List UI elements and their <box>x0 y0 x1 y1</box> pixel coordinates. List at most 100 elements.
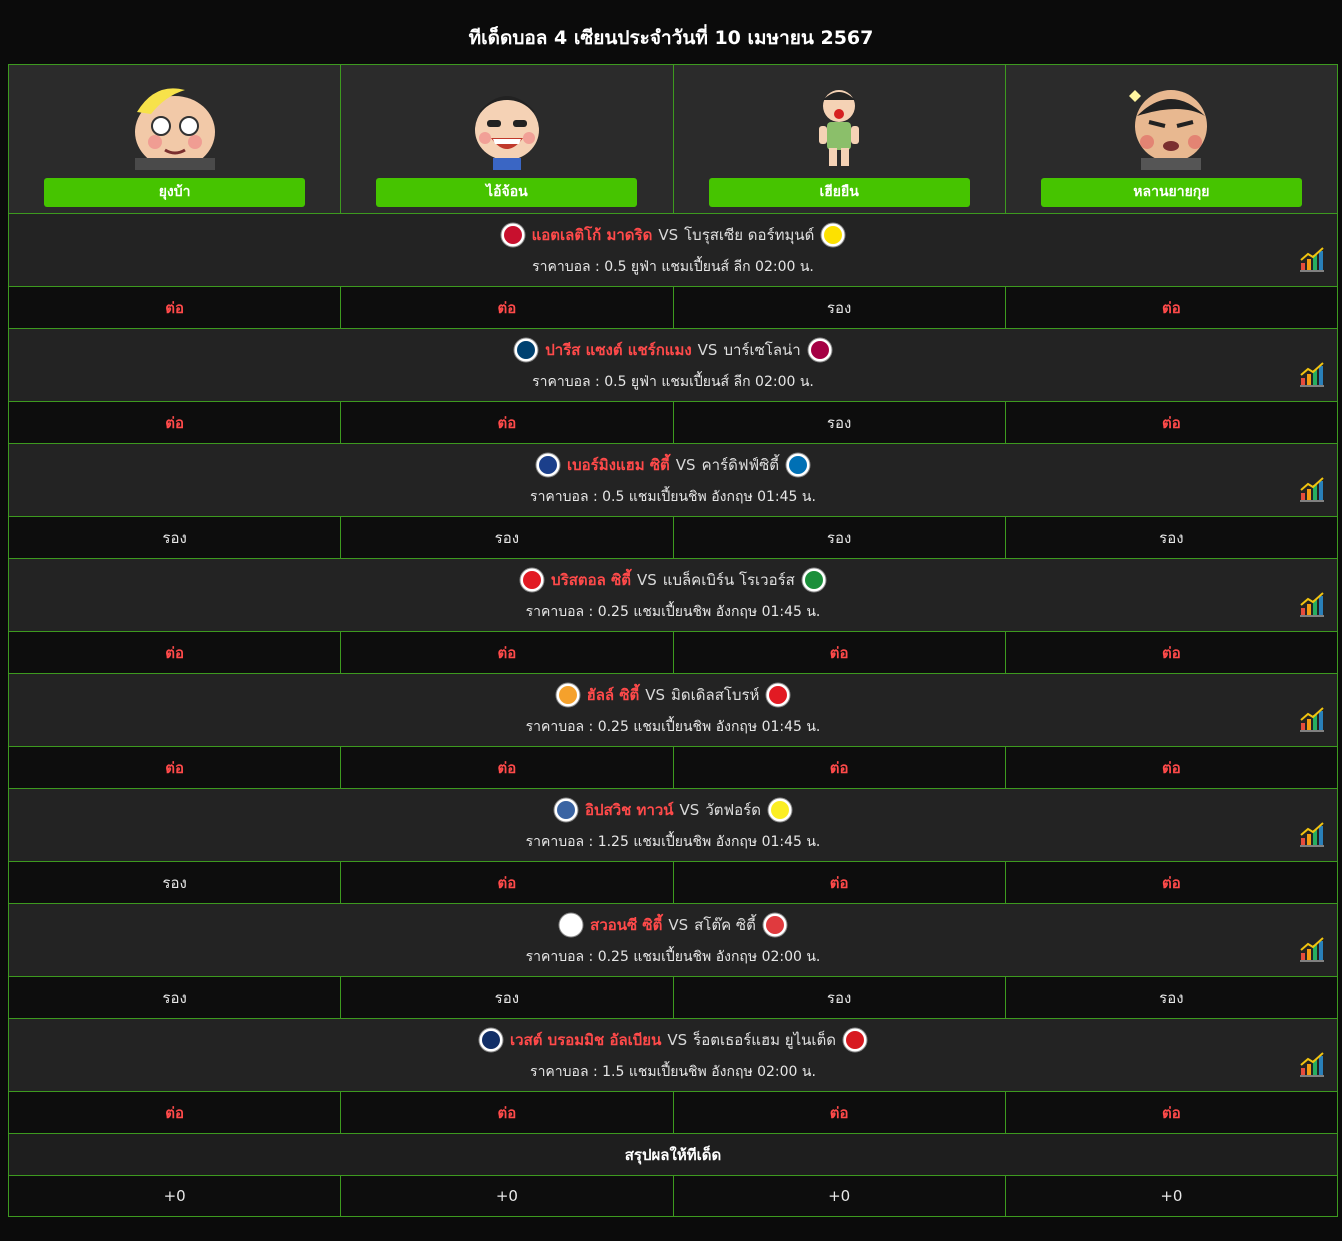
vs-label: VS <box>667 1031 688 1049</box>
pick-cell: รอง <box>672 286 1006 329</box>
stats-chart-icon[interactable] <box>1299 936 1325 962</box>
match-line: บริสตอล ซิตี้ VS แบล็คเบิร์น โรเวอร์ส <box>9 567 1337 593</box>
stats-chart-icon[interactable] <box>1299 591 1325 617</box>
pick-cell: ต่อ <box>340 861 674 904</box>
vs-label: VS <box>697 341 718 359</box>
summary-label: สรุปผลให้ทีเด็ด <box>8 1133 1338 1176</box>
stats-chart-icon[interactable] <box>1299 361 1325 387</box>
vs-label: VS <box>658 226 679 244</box>
away-team[interactable]: วัตฟอร์ด <box>705 801 761 819</box>
match-row: อิปสวิช ทาวน์ VS วัตฟอร์ด ราคาบอล : 1.25 แช… <box>8 788 1338 862</box>
picks-row: ต่อ ต่อ ต่อ ต่อ <box>7 1091 1339 1134</box>
pick-cell: ต่อ <box>340 631 674 674</box>
cartoon-face-4-icon <box>1129 89 1208 170</box>
stats-chart-icon[interactable] <box>1299 706 1325 732</box>
away-team-crest-icon <box>801 567 827 593</box>
vs-label: VS <box>668 916 689 934</box>
home-team[interactable]: เวสต์ บรอมมิช อัลเบียน <box>510 1031 662 1049</box>
stats-chart-icon[interactable] <box>1299 246 1325 272</box>
pick-cell: ต่อ <box>340 286 674 329</box>
match-line: อิปสวิช ทาวน์ VS วัตฟอร์ด <box>9 797 1337 823</box>
home-team-crest-icon <box>513 337 539 363</box>
pick-cell: รอง <box>672 401 1006 444</box>
away-team[interactable]: คาร์ดิฟฟ์ซิตี้ <box>701 456 779 474</box>
pick-cell: รอง <box>340 516 674 559</box>
pick-cell: ต่อ <box>340 401 674 444</box>
pick-cell: ต่อ <box>1004 1091 1339 1134</box>
score-cell: +0 <box>7 1175 342 1217</box>
pick-cell: รอง <box>7 516 342 559</box>
home-team[interactable]: แอตเลติโก้ มาดริด <box>531 226 653 244</box>
vs-label: VS <box>675 456 696 474</box>
away-team[interactable]: โบรุสเซีย ดอร์ทมุนด์ <box>684 226 815 244</box>
pick-cell: ต่อ <box>7 401 342 444</box>
pick-cell: ต่อ <box>1004 401 1339 444</box>
match-cell: บริสตอล ซิตี้ VS แบล็คเบิร์น โรเวอร์ส ราคาบ… <box>8 558 1338 632</box>
away-team[interactable]: มิดเดิลสโบรห์ <box>671 686 760 704</box>
tipster-cell: ยุงบ้า <box>7 64 342 214</box>
score-cell: +0 <box>340 1175 674 1217</box>
pick-cell: ต่อ <box>672 861 1006 904</box>
match-row: แอตเลติโก้ มาดริด VS โบรุสเซีย ดอร์ทมุนด์ร… <box>8 213 1338 287</box>
tipster-cell: ไอ้จ้อน <box>340 64 674 214</box>
odds-line: ราคาบอล : 0.5 ยูฟ่า แชมเปี้ยนส์ ลีก 02:0… <box>532 259 814 275</box>
home-team[interactable]: ปารีส แซงต์ แชร์กแมง <box>545 341 692 359</box>
vs-label: VS <box>679 801 700 819</box>
home-team-crest-icon <box>558 912 584 938</box>
pick-cell: ต่อ <box>1004 861 1339 904</box>
tipster-cell: เฮียยืน <box>672 64 1006 214</box>
home-team[interactable]: อิปสวิช ทาวน์ <box>585 801 674 819</box>
match-cell: แอตเลติโก้ มาดริด VS โบรุสเซีย ดอร์ทมุนด์ร… <box>8 213 1338 287</box>
picks-row: รอง ต่อ ต่อ ต่อ <box>7 861 1339 904</box>
pick-cell: รอง <box>1004 516 1339 559</box>
odds-line: ราคาบอล : 0.25 แชมเปี้ยนชิพ อังกฤษ 01:45… <box>525 719 821 735</box>
match-row: บริสตอล ซิตี้ VS แบล็คเบิร์น โรเวอร์ส ราคาบ… <box>8 558 1338 632</box>
stats-chart-icon[interactable] <box>1299 1051 1325 1077</box>
tipster-name-button[interactable]: ยุงบ้า <box>44 177 306 207</box>
home-team[interactable]: ฮัลล์ ซิตี้ <box>586 686 640 704</box>
away-team-crest-icon <box>767 797 793 823</box>
pick-cell: ต่อ <box>7 746 342 789</box>
stats-chart-icon[interactable] <box>1299 821 1325 847</box>
page-title: ทีเด็ดบอล 4 เซียนประจำวันที่ 10 เมษายน 2… <box>468 27 874 49</box>
match-line: ปารีส แซงต์ แชร์กแมง VS บาร์เซโลน่า <box>9 337 1337 363</box>
tipster-name-button[interactable]: ไอ้จ้อน <box>376 177 638 207</box>
tipster-header-row: ยุงบ้า ไอ้จ้อน <box>7 64 1339 214</box>
pick-cell: ต่อ <box>340 746 674 789</box>
picks-row: ต่อ ต่อ รอง ต่อ <box>7 286 1339 329</box>
odds-line: ราคาบอล : 1.5 แชมเปี้ยนชิพ อังกฤษ 02:00 … <box>530 1064 816 1080</box>
home-team[interactable]: เบอร์มิงแฮม ซิตี้ <box>567 456 670 474</box>
away-team[interactable]: ร็อตเธอร์แฮม ยูไนเต็ด <box>693 1031 836 1049</box>
odds-line: ราคาบอล : 0.5 แชมเปี้ยนชิพ อังกฤษ 01:45 … <box>530 489 816 505</box>
match-row: ปารีส แซงต์ แชร์กแมง VS บาร์เซโลน่าราคาบอล… <box>8 328 1338 402</box>
pick-cell: ต่อ <box>7 631 342 674</box>
pick-cell: รอง <box>1004 976 1339 1019</box>
tipster-name-button[interactable]: หลานยายกุย <box>1040 177 1302 207</box>
away-team[interactable]: แบล็คเบิร์น โรเวอร์ส <box>662 571 795 589</box>
away-team-crest-icon <box>842 1027 868 1053</box>
away-team[interactable]: สโต๊ค ซิตี้ <box>694 916 756 934</box>
picks-row: รอง รอง รอง รอง <box>7 516 1339 559</box>
pick-cell: ต่อ <box>1004 631 1339 674</box>
pick-cell: ต่อ <box>1004 286 1339 329</box>
home-team[interactable]: บริสตอล ซิตี้ <box>551 571 631 589</box>
summary-row: สรุปผลให้ทีเด็ด <box>8 1133 1338 1176</box>
match-cell: ฮัลล์ ซิตี้ VS มิดเดิลสโบรห์ราคาบอล : 0.25… <box>8 673 1338 747</box>
away-team-crest-icon <box>765 682 791 708</box>
pick-cell: ต่อ <box>672 631 1006 674</box>
match-line: ฮัลล์ ซิตี้ VS มิดเดิลสโบรห์ <box>9 682 1337 708</box>
pick-cell: รอง <box>7 976 342 1019</box>
pick-cell: ต่อ <box>7 1091 342 1134</box>
match-cell: อิปสวิช ทาวน์ VS วัตฟอร์ด ราคาบอล : 1.25 แช… <box>8 788 1338 862</box>
away-team[interactable]: บาร์เซโลน่า <box>723 341 801 359</box>
pick-cell: รอง <box>340 976 674 1019</box>
match-row: สวอนซี ซิตี้ VS สโต๊ค ซิตี้ ราคาบอล : 0.25 … <box>8 903 1338 977</box>
score-row: +0 +0 +0 +0 <box>7 1175 1339 1217</box>
tipster-name-button[interactable]: เฮียยืน <box>708 177 970 207</box>
cartoon-face-3-icon <box>819 89 860 166</box>
home-team[interactable]: สวอนซี ซิตี้ <box>590 916 663 934</box>
match-cell: เบอร์มิงแฮม ซิตี้ VS คาร์ดิฟฟ์ซิตี้ราคาบอล… <box>8 443 1338 517</box>
stats-chart-icon[interactable] <box>1299 476 1325 502</box>
odds-line: ราคาบอล : 0.5 ยูฟ่า แชมเปี้ยนส์ ลีก 02:0… <box>532 374 814 390</box>
picks-row: ต่อ ต่อ รอง ต่อ <box>7 401 1339 444</box>
